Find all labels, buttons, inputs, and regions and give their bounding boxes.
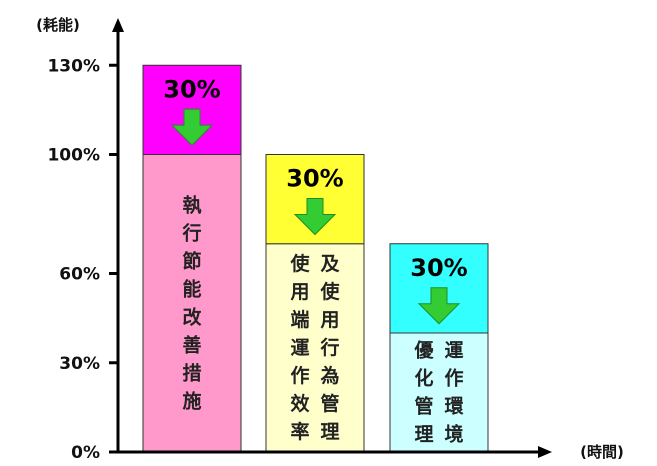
bar-label-char: 效 bbox=[290, 392, 309, 415]
bar-label-char: 節 bbox=[182, 249, 201, 272]
bar-label-char: 化 bbox=[414, 367, 433, 390]
down-arrow-icon bbox=[170, 108, 214, 146]
reduction-label: 30% bbox=[163, 75, 220, 103]
bar-label-char: 理 bbox=[320, 421, 339, 443]
bar-label-char: 執 bbox=[182, 193, 201, 216]
axes-layer: (耗能) (時間) bbox=[36, 16, 624, 461]
bar-label-char: 端 bbox=[290, 308, 309, 331]
reduction-label: 30% bbox=[286, 165, 343, 193]
bar-label-char: 用 bbox=[290, 281, 309, 303]
bar-label-char: 為 bbox=[320, 364, 339, 387]
bar-label-char: 善 bbox=[182, 333, 201, 356]
y-tick-label: 100% bbox=[47, 146, 100, 166]
bar-label-char: 運 bbox=[444, 340, 463, 362]
down-arrow-icon bbox=[417, 287, 461, 325]
bar-label-char: 改 bbox=[182, 305, 202, 328]
bar-base-segment bbox=[142, 154, 242, 453]
bar-label-char: 境 bbox=[444, 423, 463, 446]
bar-label-char: 作 bbox=[444, 367, 463, 390]
bar-label-char: 用 bbox=[320, 309, 339, 331]
reduction-label: 30% bbox=[410, 254, 467, 282]
bar-label-char: 管 bbox=[414, 395, 433, 418]
y-tick-label: 60% bbox=[59, 265, 100, 285]
bar-base-segment bbox=[265, 243, 365, 453]
bar-base-segment bbox=[389, 332, 489, 453]
x-axis-arrowhead bbox=[538, 446, 552, 458]
bar-label-char: 率 bbox=[290, 420, 309, 443]
y-axis-arrowhead bbox=[112, 18, 124, 32]
bar-label-char: 行 bbox=[181, 221, 201, 244]
bar-label-char: 施 bbox=[182, 389, 201, 412]
y-axis-title: (耗能) bbox=[36, 16, 80, 34]
x-axis-title: (時間) bbox=[580, 443, 624, 461]
bar-label-char: 能 bbox=[182, 277, 201, 300]
bar-label-char: 管 bbox=[320, 392, 339, 415]
bar-label-char: 措 bbox=[182, 361, 201, 384]
bar-label-char: 及 bbox=[320, 253, 340, 275]
ticks-layer: 0% 30% 60% 100% 130% bbox=[47, 56, 118, 463]
y-tick-label: 130% bbox=[47, 56, 100, 76]
bar-label-char: 優 bbox=[413, 339, 434, 362]
bar-label-char: 環 bbox=[444, 396, 464, 418]
bar-label-char: 理 bbox=[414, 424, 433, 446]
y-tick-label: 30% bbox=[59, 354, 100, 374]
bar-label-char: 作 bbox=[290, 364, 309, 387]
bar-label-char: 運 bbox=[290, 337, 309, 359]
bar-label-char: 使 bbox=[289, 253, 310, 275]
bar-label-char: 行 bbox=[319, 336, 339, 359]
down-arrow-icon bbox=[293, 198, 337, 236]
bar-label-char: 使 bbox=[319, 281, 340, 303]
y-tick-label: 0% bbox=[71, 443, 100, 463]
